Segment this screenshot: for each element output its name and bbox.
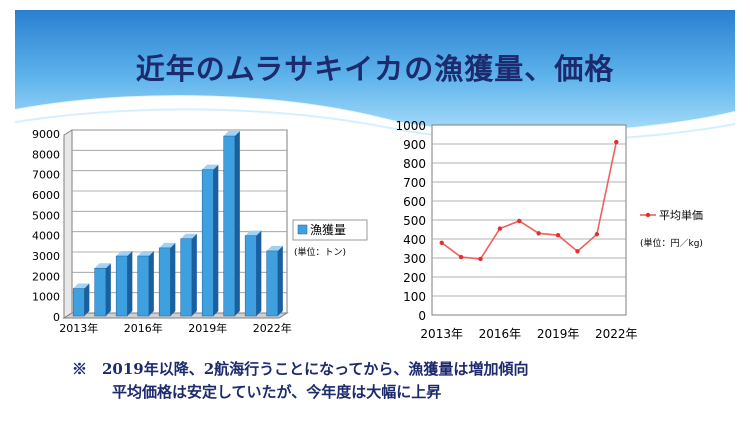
bar-ytick-label: 4000 [32, 230, 60, 243]
bar-ytick-label: 2000 [32, 270, 60, 283]
line-point [458, 254, 464, 260]
bar-legend-label: 漁獲量 [310, 223, 346, 237]
bar-top [73, 283, 90, 289]
title-banner [14, 10, 736, 142]
line-unit-note: (単位：円／kg) [640, 237, 703, 249]
bar-top [245, 230, 262, 236]
note-line-2: 平均価格は安定していたが、今年度は大幅に上昇 [112, 383, 442, 401]
bar-side [105, 263, 111, 316]
bar-top [202, 164, 219, 170]
bar-side [213, 164, 219, 316]
note-line-1: ※ 2019年以降、2航海行うことになってから、漁獲量は増加傾向 [72, 360, 529, 378]
bar-top [223, 131, 240, 137]
bar-side [127, 251, 133, 316]
bar-top [159, 242, 176, 248]
line-ytick-label: 100 [403, 290, 426, 304]
bar-side [256, 230, 262, 316]
line-ytick-label: 400 [403, 233, 426, 247]
line-legend-marker [645, 212, 651, 218]
bar-legend-swatch [297, 224, 308, 235]
line-ytick-label: 500 [403, 214, 426, 228]
slide-title: 近年のムラサキイカの漁獲量、価格 [135, 52, 615, 86]
bar-top [180, 233, 197, 239]
line-point [614, 139, 619, 145]
bar-unit-note: (単位：トン) [294, 246, 346, 258]
bar-ytick-label: 8000 [32, 148, 60, 161]
line-xtick-label: 2016年 [479, 327, 522, 341]
line-xtick-label: 2019年 [537, 327, 580, 341]
line-ytick-label: 700 [403, 176, 426, 190]
bar-side [191, 233, 197, 316]
line-ytick-label: 1000 [395, 119, 426, 133]
line-xtick-label: 2022年 [595, 327, 638, 341]
bar-ytick-label: 0 [53, 311, 60, 324]
line-ytick-label: 900 [403, 138, 426, 152]
bar-side-wall [63, 129, 73, 319]
bar [94, 267, 107, 317]
bar [223, 135, 236, 317]
bar [137, 255, 150, 317]
line-point [439, 240, 444, 245]
bar-side [277, 245, 283, 316]
bar-side [234, 131, 240, 316]
line-ytick-label: 0 [418, 309, 426, 323]
line-legend-label: 平均単価 [659, 208, 703, 222]
bar-side [84, 283, 90, 316]
bar-legend-box [292, 219, 368, 241]
bar-ytick-label: 3000 [32, 250, 60, 263]
bar-xtick-label: 2022年 [253, 321, 292, 335]
bar [201, 169, 214, 317]
line-ytick-label: 200 [403, 271, 426, 285]
line-ytick-label: 300 [403, 252, 426, 266]
bar-ytick-label: 6000 [32, 189, 60, 202]
bar-top [94, 263, 111, 269]
bar-ytick-label: 9000 [32, 128, 60, 141]
bar-xtick-label: 2019年 [188, 321, 227, 335]
bar-xtick-label: 2013年 [59, 321, 98, 335]
series-line-price [441, 141, 618, 260]
bar-side [148, 251, 154, 316]
bar-ytick-label: 7000 [32, 169, 60, 182]
line-point [517, 218, 522, 224]
bar-xtick-label: 2016年 [124, 321, 163, 335]
bar-top [266, 245, 283, 251]
line-point [555, 233, 561, 238]
bar [180, 238, 193, 317]
bar [72, 288, 85, 317]
bar-top [137, 251, 154, 257]
line-ytick-label: 800 [403, 157, 426, 171]
bar-top [116, 251, 133, 257]
bar-ytick-label: 5000 [32, 209, 60, 222]
line-point [594, 232, 600, 237]
line-point [536, 231, 541, 236]
bar [115, 255, 128, 317]
bar [244, 235, 257, 317]
bar [266, 250, 279, 317]
charts-canvas: 0100020003000400050006000700080009000201… [32, 119, 703, 341]
bar-ytick-label: 1000 [32, 291, 60, 304]
line-point [478, 256, 483, 262]
line-point [575, 249, 580, 254]
bar [158, 247, 171, 317]
line-xtick-label: 2013年 [420, 327, 463, 341]
line-ytick-label: 600 [403, 195, 426, 209]
line-point [497, 226, 503, 231]
bar-side [170, 242, 176, 316]
